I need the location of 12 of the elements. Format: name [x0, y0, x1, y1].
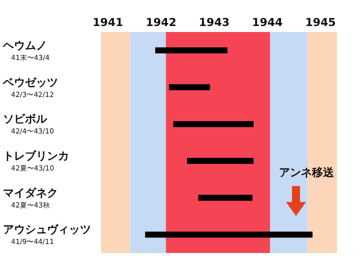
x-tick-label: 1941 — [92, 16, 124, 29]
annotation: アンネ移送 — [279, 166, 335, 179]
bar — [169, 84, 210, 90]
bar — [173, 121, 254, 128]
bar — [187, 158, 254, 164]
x-tick-label: 1942 — [146, 16, 176, 29]
bar — [198, 194, 252, 201]
bar — [155, 47, 228, 54]
x-tick-label: 1945 — [305, 16, 336, 29]
x-tick-label: 1944 — [252, 16, 284, 29]
x-tick-label: 1943 — [198, 16, 230, 29]
bar — [145, 232, 313, 238]
